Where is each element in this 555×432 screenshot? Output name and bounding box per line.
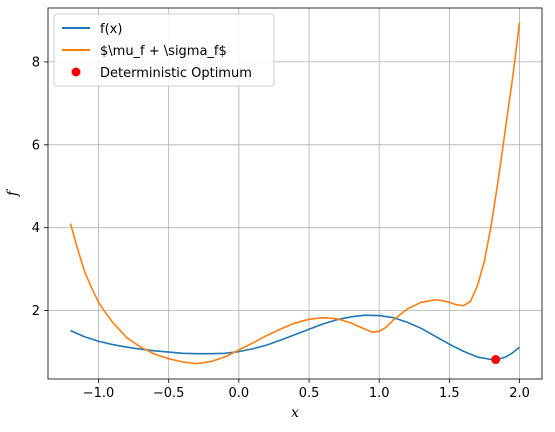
ticks: −1.0 −0.5 0.0 0.5 1.0 1.5 2.0 2 4 6 8 <box>32 55 530 401</box>
x-tick-label: 2.0 <box>509 386 530 401</box>
x-tick-label: 1.0 <box>369 386 390 401</box>
deterministic-optimum-point <box>491 355 500 364</box>
x-tick-label: −1.0 <box>83 386 115 401</box>
y-tick-label: 4 <box>32 221 40 236</box>
legend-label-mu-sigma: $\mu_f + \sigma_f$ <box>100 44 227 59</box>
x-tick-label: 0.0 <box>229 386 250 401</box>
x-tick-label: −0.5 <box>153 386 185 401</box>
legend-label-deterministic-optimum: Deterministic Optimum <box>100 66 252 81</box>
legend: f(x) $\mu_f + \sigma_f$ Deterministic Op… <box>54 14 274 86</box>
legend-swatch-deterministic-optimum <box>72 68 81 77</box>
x-tick-label: 1.5 <box>439 386 460 401</box>
x-axis-label: x <box>291 405 299 421</box>
legend-label-fx: f(x) <box>100 22 122 37</box>
x-tick-label: 0.5 <box>299 386 320 401</box>
y-axis-label: f <box>5 188 21 197</box>
series-fx-line <box>70 315 519 359</box>
y-tick-label: 8 <box>32 55 40 70</box>
y-tick-label: 2 <box>32 304 40 319</box>
y-tick-label: 6 <box>32 138 40 153</box>
